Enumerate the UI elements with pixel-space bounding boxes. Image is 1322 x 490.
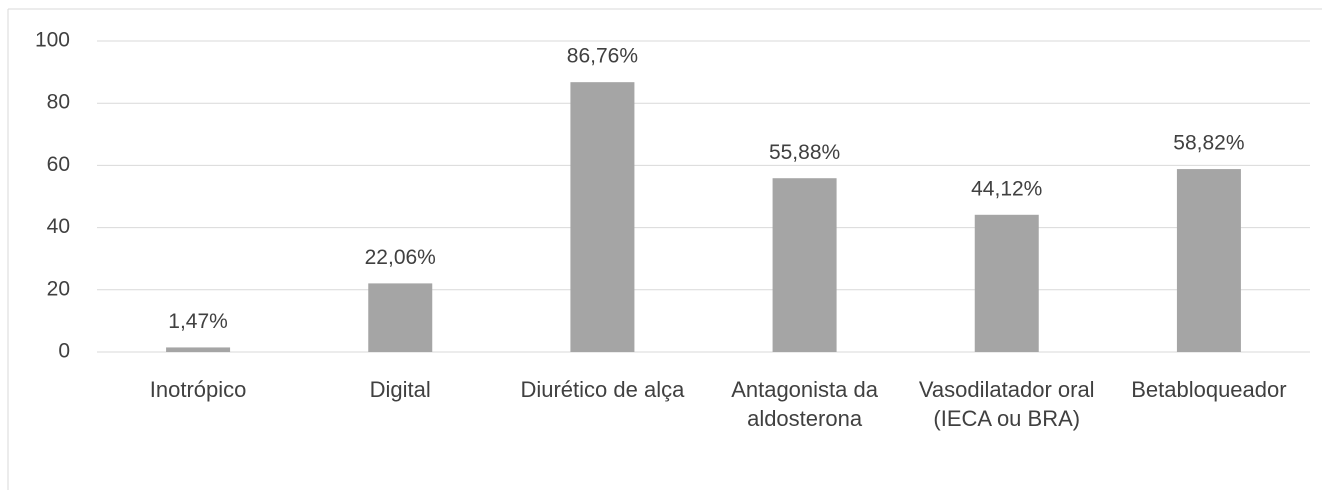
data-label: 44,12% xyxy=(971,177,1042,200)
data-label: 1,47% xyxy=(168,310,228,333)
bar xyxy=(1176,169,1241,352)
bar xyxy=(974,214,1039,352)
bar xyxy=(772,178,837,352)
y-tick-label: 100 xyxy=(35,29,70,52)
x-tick-label: Vasodilatador oral (IECA ou BRA) xyxy=(918,377,1095,431)
x-tick-label: Digital xyxy=(369,377,431,402)
y-tick-label: 80 xyxy=(47,91,70,114)
y-tick-label: 20 xyxy=(47,277,70,300)
data-label: 58,82% xyxy=(1173,132,1244,155)
y-tick-label: 60 xyxy=(47,153,70,176)
x-tick-label: Diurético de alça xyxy=(520,377,685,402)
x-tick-label: Inotrópico xyxy=(149,377,247,402)
bar xyxy=(570,82,635,353)
x-tick-label: Antagonista da aldosterona xyxy=(731,377,878,431)
data-label: 86,76% xyxy=(567,45,638,68)
data-label: 22,06% xyxy=(365,246,436,269)
data-label: 55,88% xyxy=(769,141,840,164)
x-tick-label: Betabloqueador xyxy=(1131,377,1287,402)
y-tick-label: 0 xyxy=(58,340,70,363)
bar xyxy=(166,347,231,352)
bar xyxy=(368,283,433,352)
y-tick-label: 40 xyxy=(47,215,70,238)
